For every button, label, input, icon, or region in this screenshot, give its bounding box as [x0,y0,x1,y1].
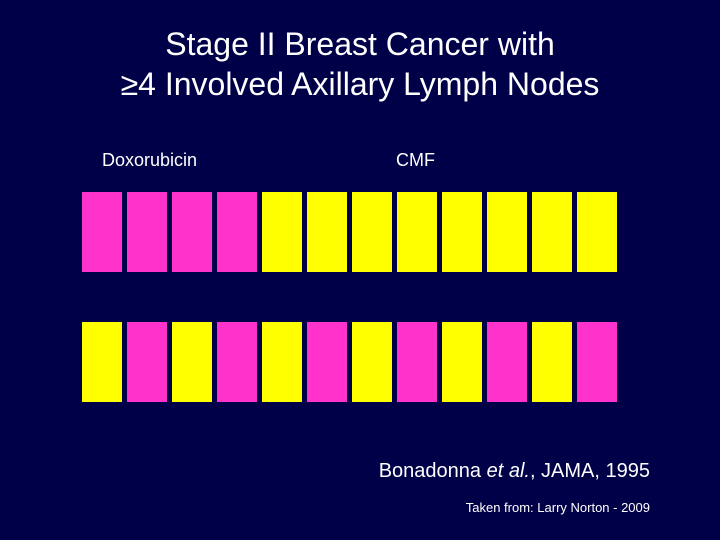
cycle-block [262,322,302,402]
cycle-block [82,192,122,272]
cycle-block [307,192,347,272]
cycle-block [532,322,572,402]
cycle-block [262,192,302,272]
label-doxorubicin: Doxorubicin [102,150,197,171]
footer-note: Taken from: Larry Norton - 2009 [466,500,650,515]
cycle-block [487,192,527,272]
title-line-2: ≥4 Involved Axillary Lymph Nodes [0,64,720,104]
citation-etal: et al. [487,460,530,482]
cycle-block [172,192,212,272]
cycle-block [532,192,572,272]
cycle-block [307,322,347,402]
cycle-block [397,192,437,272]
slide-title: Stage II Breast Cancer with ≥4 Involved … [0,24,720,104]
cycle-block [487,322,527,402]
cycle-block [82,322,122,402]
cycle-block [172,322,212,402]
label-cmf: CMF [396,150,435,171]
cycle-block [217,322,257,402]
citation: Bonadonna et al., JAMA, 1995 [379,460,650,483]
cycle-block [442,322,482,402]
cycle-block [217,192,257,272]
regimen-row-sequential [82,192,617,272]
cycle-block [577,192,617,272]
cycle-block [352,322,392,402]
citation-rest: , JAMA, 1995 [530,460,650,482]
title-line-1: Stage II Breast Cancer with [0,24,720,64]
cycle-block [352,192,392,272]
regimen-row-alternating [82,322,617,402]
cycle-block [127,192,167,272]
cycle-block [442,192,482,272]
cycle-block [397,322,437,402]
cycle-block [127,322,167,402]
cycle-block [577,322,617,402]
citation-author: Bonadonna [379,460,487,482]
